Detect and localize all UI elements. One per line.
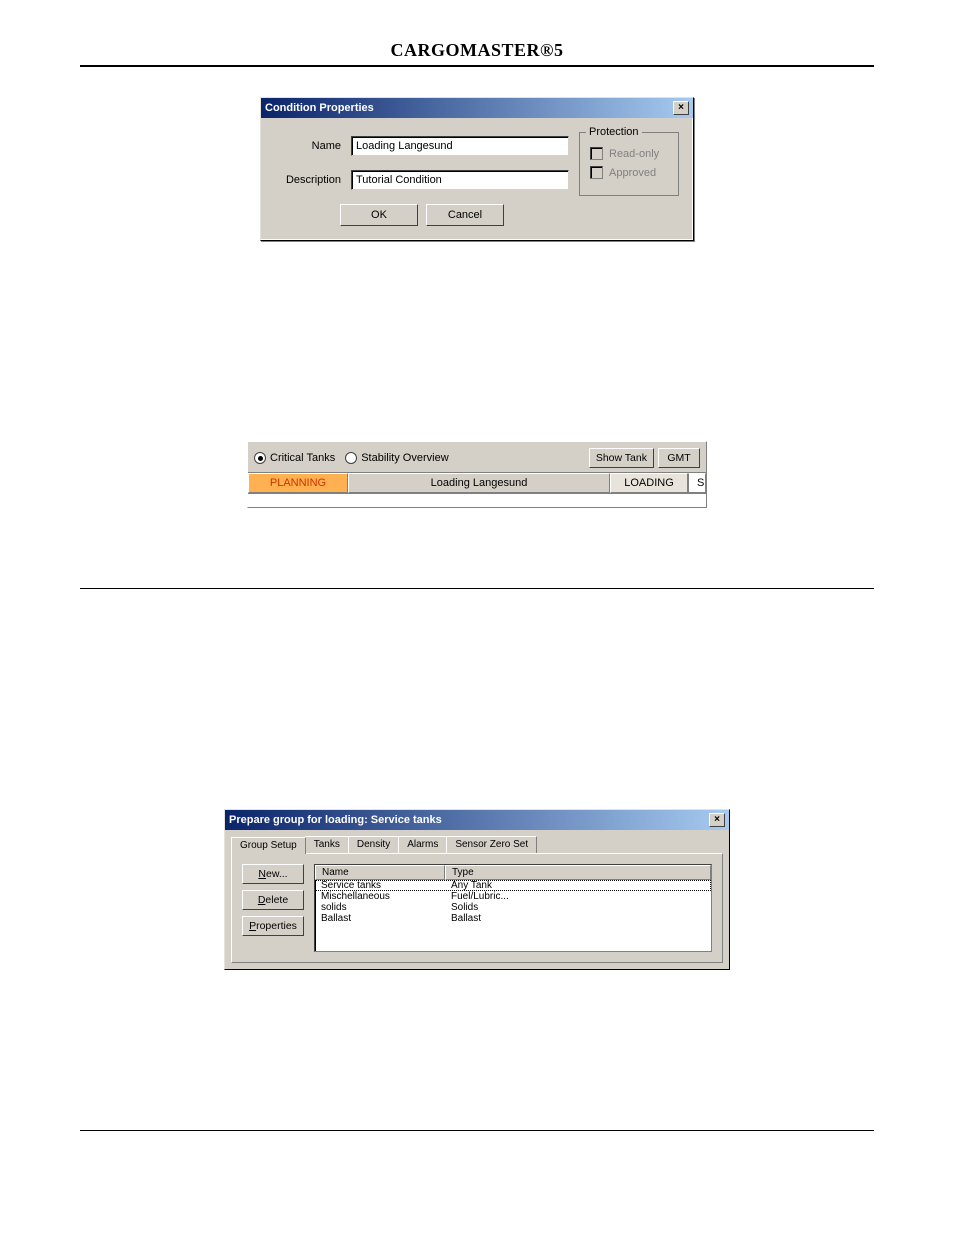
edge-cell: S bbox=[688, 473, 706, 493]
list-item-type: Solids bbox=[445, 902, 711, 913]
tab-strip: Group Setup Tanks Density Alarms Sensor … bbox=[225, 830, 729, 853]
close-icon[interactable]: × bbox=[673, 101, 689, 115]
protection-legend: Protection bbox=[586, 126, 642, 138]
readonly-label: Read-only bbox=[609, 148, 659, 160]
delete-button[interactable]: Delete bbox=[242, 890, 304, 910]
show-tank-button[interactable]: Show Tank bbox=[589, 448, 654, 468]
header-rule bbox=[80, 65, 874, 67]
tab-sensor-zero-set[interactable]: Sensor Zero Set bbox=[446, 836, 537, 853]
list-item-name: solids bbox=[315, 902, 445, 913]
dialog-titlebar[interactable]: Prepare group for loading: Service tanks… bbox=[225, 810, 729, 830]
list-item-type: Ballast bbox=[445, 913, 711, 924]
dialog-title: Prepare group for loading: Service tanks bbox=[229, 814, 442, 826]
list-item-name: Ballast bbox=[315, 913, 445, 924]
section-rule bbox=[80, 588, 874, 589]
status-strip: Critical Tanks Stability Overview Show T… bbox=[247, 441, 707, 508]
tab-group-setup[interactable]: Group Setup bbox=[231, 837, 306, 854]
readonly-checkbox[interactable] bbox=[590, 147, 603, 160]
description-input[interactable] bbox=[351, 170, 569, 190]
column-header-type[interactable]: Type bbox=[445, 865, 711, 880]
close-icon[interactable]: × bbox=[709, 813, 725, 827]
approved-label: Approved bbox=[609, 167, 656, 179]
critical-tanks-radio[interactable]: Critical Tanks bbox=[254, 452, 335, 464]
loading-status: LOADING bbox=[610, 473, 688, 493]
approved-checkbox[interactable] bbox=[590, 166, 603, 179]
document-title: CARGOMASTER®5 bbox=[80, 40, 874, 61]
tab-tanks[interactable]: Tanks bbox=[305, 836, 349, 853]
list-item-type: Any Tank bbox=[445, 880, 711, 891]
planning-status: PLANNING bbox=[248, 473, 348, 493]
stability-overview-label: Stability Overview bbox=[361, 452, 448, 464]
new-button[interactable]: New... bbox=[242, 864, 304, 884]
column-header-name[interactable]: Name bbox=[315, 865, 445, 880]
list-item-name: Service tanks bbox=[315, 880, 445, 891]
tab-alarms[interactable]: Alarms bbox=[398, 836, 447, 853]
description-label: Description bbox=[275, 174, 351, 186]
dialog-titlebar[interactable]: Condition Properties × bbox=[261, 98, 693, 118]
list-item[interactable]: Service tanks Any Tank bbox=[315, 880, 711, 891]
protection-fieldset: Protection Read-only Approved bbox=[579, 132, 679, 196]
dialog-title: Condition Properties bbox=[265, 102, 374, 114]
list-item-name: Mischellaneous bbox=[315, 891, 445, 902]
gmt-button[interactable]: GMT bbox=[658, 448, 700, 468]
condition-properties-dialog: Condition Properties × Name Description bbox=[260, 97, 694, 241]
list-item[interactable]: solids Solids bbox=[315, 902, 711, 913]
list-item-type: Fuel/Lubric... bbox=[445, 891, 711, 902]
footer-rule bbox=[80, 1130, 874, 1131]
radio-icon bbox=[254, 452, 266, 464]
name-input[interactable] bbox=[351, 136, 569, 156]
condition-name-display: Loading Langesund bbox=[348, 473, 610, 493]
stability-overview-radio[interactable]: Stability Overview bbox=[345, 452, 448, 464]
prepare-group-dialog: Prepare group for loading: Service tanks… bbox=[224, 809, 730, 970]
ok-button[interactable]: OK bbox=[340, 204, 418, 226]
name-label: Name bbox=[275, 140, 351, 152]
radio-icon bbox=[345, 452, 357, 464]
list-item[interactable]: Ballast Ballast bbox=[315, 913, 711, 924]
list-item[interactable]: Mischellaneous Fuel/Lubric... bbox=[315, 891, 711, 902]
critical-tanks-label: Critical Tanks bbox=[270, 452, 335, 464]
properties-button[interactable]: Properties bbox=[242, 916, 304, 936]
blank-band bbox=[248, 493, 706, 507]
group-list[interactable]: Name Type Service tanks Any Tank Mischel… bbox=[314, 864, 712, 952]
tab-density[interactable]: Density bbox=[348, 836, 399, 853]
cancel-button[interactable]: Cancel bbox=[426, 204, 504, 226]
